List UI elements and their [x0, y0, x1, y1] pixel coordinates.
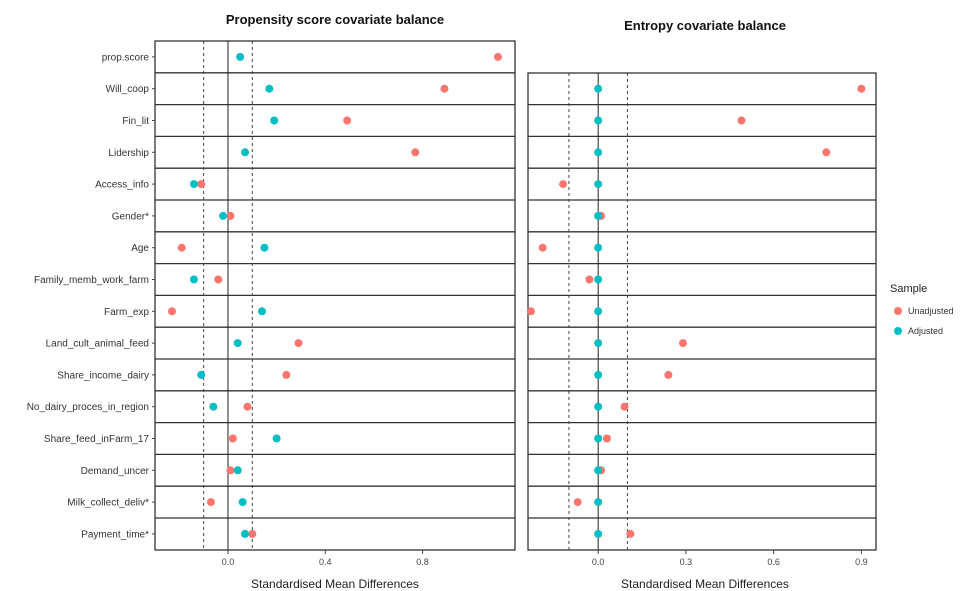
- right-point-unadjusted-payment-time: [626, 529, 635, 538]
- row-label-no-dairy-proces-in-region: No_dairy_proces_in_region: [27, 402, 149, 413]
- right-point-adjusted-lidership: [594, 148, 603, 157]
- right-point-adjusted-family-memb-work-farm: [594, 275, 603, 284]
- left-point-unadjusted-family-memb-work-farm: [214, 275, 223, 284]
- left-point-adjusted-age: [260, 243, 269, 252]
- left-point-adjusted-prop-score: [236, 52, 245, 61]
- left-point-unadjusted-no-dairy-proces-in-region: [243, 402, 252, 411]
- left-point-unadjusted-farm-exp: [168, 307, 177, 316]
- right-point-adjusted-payment-time: [594, 529, 603, 538]
- right-x-tick-label: 0.3: [680, 557, 693, 567]
- left-point-unadjusted-land-cult-animal-feed: [294, 339, 303, 348]
- right-point-adjusted-milk-collect-deliv: [594, 498, 603, 507]
- right-point-adjusted-no-dairy-proces-in-region: [594, 402, 603, 411]
- right-point-adjusted-land-cult-animal-feed: [594, 339, 603, 348]
- row-label-age: Age: [131, 243, 149, 254]
- row-label-access-info: Access_info: [95, 180, 149, 191]
- right-point-unadjusted-will-coop: [857, 84, 866, 93]
- right-x-tick-label: 0.9: [855, 557, 868, 567]
- left-panel: 0.0 0.4 0.8 prop.score Will_coop Fin_lit Lider…: [27, 40, 516, 567]
- left-point-unadjusted-share-feed-infarm-17: [228, 434, 237, 443]
- row-label-milk-collect-deliv: Milk_collect_deliv*: [67, 498, 149, 509]
- row-label-gender: Gender*: [112, 211, 149, 222]
- right-x-axis-label: Standardised Mean Differences: [621, 577, 789, 591]
- row-label-farm-exp: Farm_exp: [104, 307, 149, 318]
- right-point-unadjusted-land-cult-animal-feed: [678, 339, 687, 348]
- row-label-lidership: Lidership: [108, 148, 149, 159]
- left-point-unadjusted-age: [177, 243, 186, 252]
- left-point-adjusted-share-income-dairy: [197, 370, 206, 379]
- right-point-unadjusted-no-dairy-proces-in-region: [620, 402, 629, 411]
- legend: Sample Unadjusted Adjusted: [890, 283, 954, 336]
- left-point-unadjusted-demand-uncer: [226, 466, 235, 475]
- row-label-share-income-dairy: Share_income_dairy: [57, 370, 149, 381]
- left-point-unadjusted-prop-score: [493, 52, 502, 61]
- right-point-unadjusted-access-info: [559, 180, 568, 189]
- row-label-share-feed-infarm-17: Share_feed_inFarm_17: [44, 434, 150, 445]
- left-point-adjusted-access-info: [189, 180, 198, 189]
- row-label-land-cult-animal-feed: Land_cult_animal_feed: [46, 339, 149, 350]
- row-label-family-memb-work-farm: Family_memb_work_farm: [34, 275, 149, 286]
- left-point-adjusted-milk-collect-deliv: [238, 498, 247, 507]
- left-point-adjusted-gender: [219, 211, 228, 220]
- left-point-unadjusted-share-income-dairy: [282, 370, 291, 379]
- right-point-adjusted-demand-uncer: [594, 466, 603, 475]
- right-point-adjusted-gender: [594, 211, 603, 220]
- left-point-unadjusted-gender: [226, 211, 235, 220]
- right-point-unadjusted-family-memb-work-farm: [585, 275, 594, 284]
- left-point-unadjusted-payment-time: [248, 529, 257, 538]
- legend-label-unadjusted: Unadjusted: [908, 306, 954, 316]
- right-x-tick-label: 0.6: [767, 557, 780, 567]
- left-point-adjusted-lidership: [241, 148, 249, 157]
- left-point-unadjusted-will-coop: [440, 84, 449, 93]
- left-point-adjusted-share-feed-infarm-17: [272, 434, 281, 443]
- right-panel: 0.0 0.3 0.6 0.9: [526, 72, 877, 567]
- right-point-adjusted-share-feed-infarm-17: [594, 434, 603, 443]
- row-label-payment-time: Payment_time*: [81, 529, 149, 540]
- legend-title: Sample: [890, 283, 927, 295]
- right-point-adjusted-fin-lit: [594, 116, 603, 125]
- left-x-axis-label: Standardised Mean Differences: [251, 577, 419, 591]
- row-label-fin-lit: Fin_lit: [122, 116, 149, 127]
- chart-marks: 0.0 0.4 0.8 prop.score Will_coop Fin_lit Lider…: [27, 40, 877, 567]
- left-x-tick-label: 0.0: [222, 557, 235, 567]
- left-point-adjusted-payment-time: [241, 529, 249, 538]
- legend-label-adjusted: Adjusted: [908, 326, 943, 336]
- right-chart-title: Entropy covariate balance: [624, 18, 786, 33]
- left-point-adjusted-farm-exp: [258, 307, 267, 316]
- right-point-unadjusted-fin-lit: [737, 116, 746, 125]
- left-point-adjusted-no-dairy-proces-in-region: [209, 402, 218, 411]
- right-point-unadjusted-milk-collect-deliv: [573, 498, 582, 507]
- row-label-demand-uncer: Demand_uncer: [81, 466, 150, 477]
- left-point-unadjusted-lidership: [411, 148, 420, 157]
- right-x-tick-label: 0.0: [592, 557, 605, 567]
- left-point-unadjusted-access-info: [197, 180, 206, 189]
- left-chart-title: Propensity score covariate balance: [226, 12, 444, 27]
- left-x-tick-label: 0.4: [319, 557, 332, 567]
- left-point-adjusted-fin-lit: [270, 116, 279, 125]
- right-point-unadjusted-share-feed-infarm-17: [602, 434, 611, 443]
- right-point-unadjusted-share-income-dairy: [664, 370, 673, 379]
- right-point-adjusted-farm-exp: [594, 307, 603, 316]
- row-label-will-coop: Will_coop: [106, 84, 150, 95]
- legend-swatch-unadjusted: [894, 307, 902, 315]
- left-point-adjusted-land-cult-animal-feed: [233, 339, 242, 348]
- row-label-prop-score: prop.score: [102, 52, 150, 63]
- left-point-adjusted-will-coop: [265, 84, 274, 93]
- right-plot-frame: [527, 72, 877, 551]
- right-point-adjusted-will-coop: [594, 84, 603, 93]
- left-point-unadjusted-milk-collect-deliv: [206, 498, 215, 507]
- right-point-adjusted-share-income-dairy: [594, 370, 603, 379]
- left-point-adjusted-demand-uncer: [233, 466, 242, 475]
- left-point-unadjusted-fin-lit: [343, 116, 352, 125]
- right-point-unadjusted-lidership: [822, 148, 831, 157]
- left-point-adjusted-family-memb-work-farm: [189, 275, 198, 284]
- legend-swatch-adjusted: [894, 327, 902, 335]
- right-point-unadjusted-farm-exp: [526, 307, 535, 316]
- left-x-tick-label: 0.8: [416, 557, 429, 567]
- right-point-adjusted-age: [594, 243, 603, 252]
- right-point-adjusted-access-info: [594, 180, 603, 189]
- right-point-unadjusted-age: [538, 243, 547, 252]
